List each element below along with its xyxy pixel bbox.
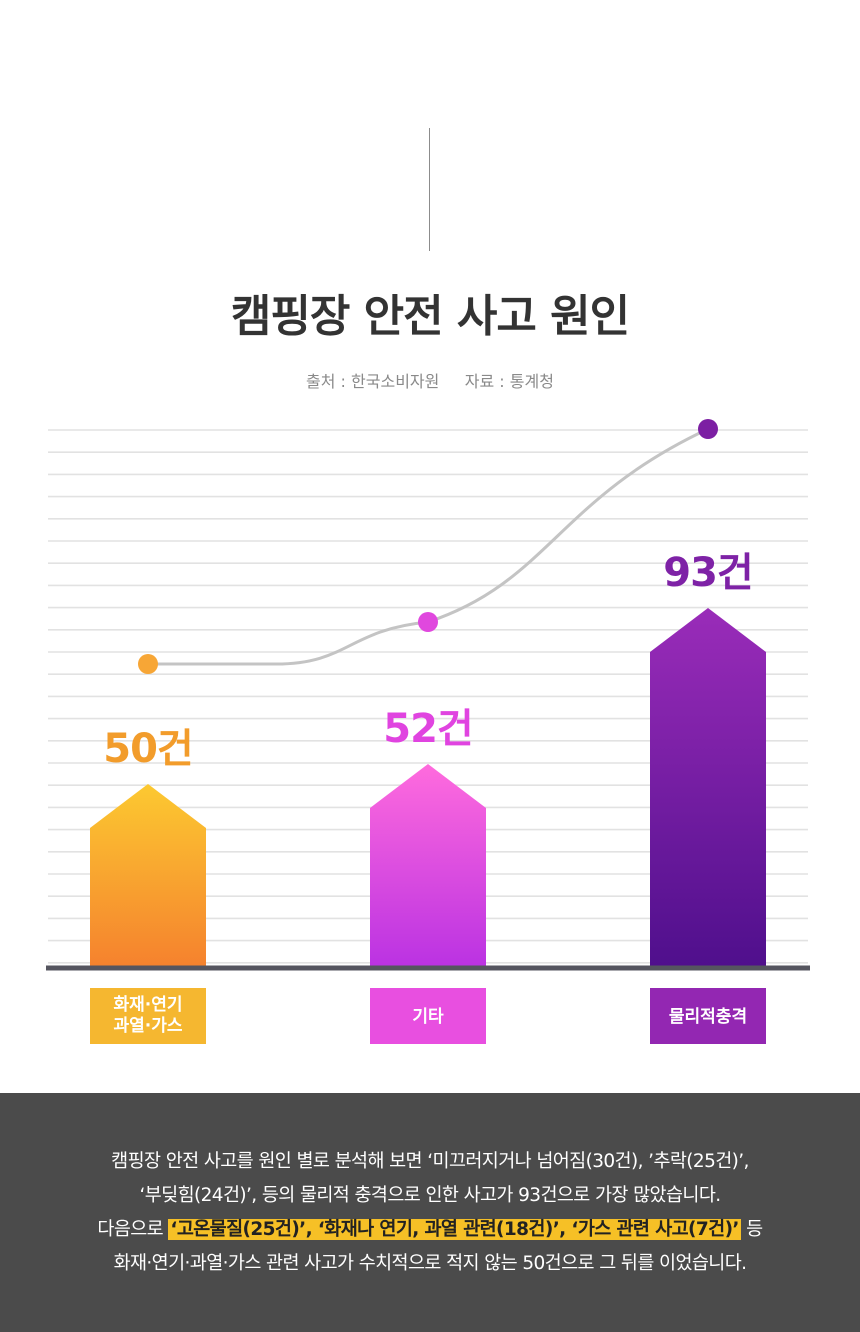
tick-label: 물리적충격 bbox=[669, 1007, 747, 1027]
tick-label-line: 기타 bbox=[412, 1007, 444, 1027]
source-note: 출처 : 한국소비자원 자료 : 통계청 bbox=[306, 372, 554, 391]
trend-line-group bbox=[138, 419, 718, 674]
page-title: 캠핑장 안전 사고 원인 bbox=[230, 291, 630, 342]
data-label: 52건 bbox=[383, 706, 472, 752]
summary-highlight: ‘고온물질(25건)’, ‘화재나 연기, 과열 관련(18건)’, ‘가스 관… bbox=[168, 1219, 741, 1240]
bars-group bbox=[90, 608, 766, 968]
tick-label: 화재·연기 과열·가스 bbox=[113, 995, 182, 1036]
summary-line-1: 캠핑장 안전 사고를 원인 별로 분석해 보면 ‘미끄러지거나 넘어짐(30건)… bbox=[111, 1151, 749, 1172]
trend-line bbox=[148, 427, 709, 666]
value-labels-group: 50건 52건 93건 bbox=[103, 550, 753, 772]
summary-line-3-prefix: 다음으로 bbox=[97, 1219, 164, 1240]
tick-label-line: 화재·연기 bbox=[113, 995, 182, 1015]
tick-label-line: 물리적충격 bbox=[669, 1007, 747, 1027]
data-label: 50건 bbox=[103, 726, 192, 772]
tick-label-line: 과열·가스 bbox=[113, 1016, 182, 1036]
summary-line-3-suffix: 등 bbox=[746, 1219, 763, 1240]
bar bbox=[90, 784, 206, 968]
summary-text: 캠핑장 안전 사고를 원인 별로 분석해 보면 ‘미끄러지거나 넘어짐(30건)… bbox=[0, 1145, 860, 1281]
category-box bbox=[370, 988, 486, 1044]
tick-label: 기타 bbox=[412, 1007, 444, 1027]
bar bbox=[370, 764, 486, 968]
summary-line-4: 화재·연기·과열·가스 관련 사고가 수치적으로 적지 않는 50건으로 그 뒤… bbox=[113, 1253, 747, 1274]
trend-point bbox=[418, 612, 438, 632]
category-labels-group: 화재·연기 과열·가스 기타 물리적충격 bbox=[90, 988, 766, 1044]
divider-line bbox=[429, 128, 430, 251]
trend-point bbox=[138, 654, 158, 674]
data-label: 93건 bbox=[663, 550, 752, 596]
bar-chart: 50건 52건 93건 화재·연기 과열·가스 기타 물리적충격 bbox=[46, 419, 810, 1044]
summary-panel: 캠핑장 안전 사고를 원인 별로 분석해 보면 ‘미끄러지거나 넘어짐(30건)… bbox=[0, 1093, 860, 1332]
trend-point bbox=[698, 419, 718, 439]
bar bbox=[650, 608, 766, 968]
category-box bbox=[90, 988, 206, 1044]
category-box bbox=[650, 988, 766, 1044]
summary-line-2: ‘부딪힘(24건)’, 등의 물리적 충격으로 인한 사고가 93건으로 가장 … bbox=[139, 1185, 721, 1206]
